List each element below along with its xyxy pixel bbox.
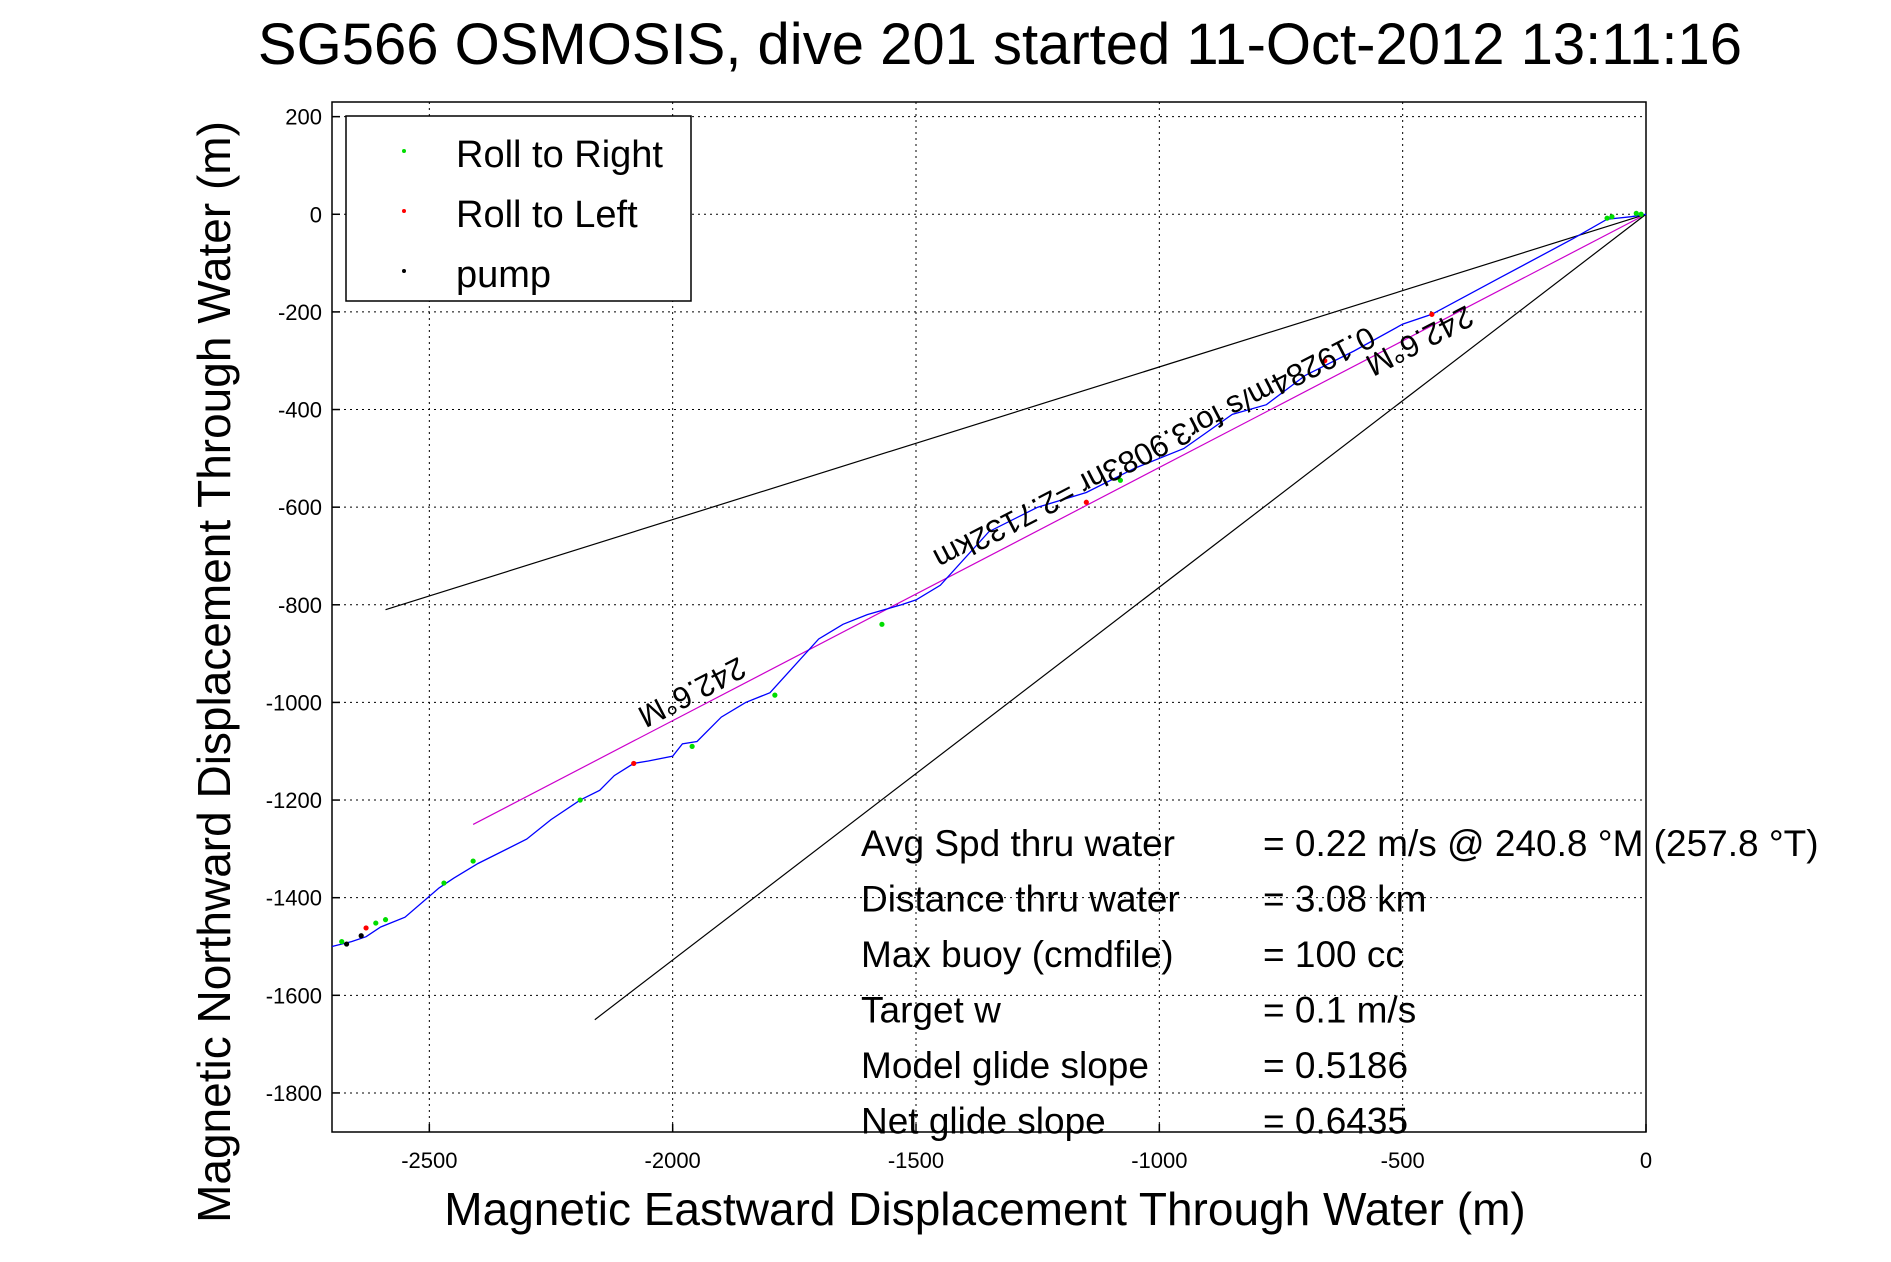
pump-point (358, 933, 364, 939)
roll-right-point (577, 797, 583, 803)
legend-marker (402, 209, 406, 213)
heading-annotation: 0.19284m/s for3.9083hr =2.7132km (928, 319, 1381, 577)
roll-left-point (631, 760, 637, 767)
roll-right-point (879, 621, 885, 627)
y-tick-label: -200 (278, 300, 322, 325)
y-tick-label: -1800 (266, 1081, 322, 1106)
roll-left-point (363, 925, 369, 931)
stat-value: = 0.5186 (1263, 1045, 1408, 1086)
x-axis-label: Magnetic Eastward Displacement Through W… (444, 1183, 1525, 1235)
roll-right-point (382, 917, 389, 923)
heading-annotation: 242.6°M (633, 650, 752, 734)
glide-cone-lower (594, 213, 1647, 1021)
y-tick-label: 0 (310, 202, 322, 227)
roll-right-point (1633, 210, 1639, 216)
stat-label: Distance thru water (861, 879, 1180, 920)
chart-title: SG566 OSMOSIS, dive 201 started 11-Oct-2… (258, 12, 1742, 77)
legend: Roll to Right Roll to Left pump (345, 115, 692, 302)
legend-marker (402, 149, 406, 153)
roll-right-point (470, 858, 476, 864)
stat-value: = 100 cc (1263, 934, 1404, 975)
roll-right-point (1638, 211, 1644, 217)
axis-ticks: -2500 -2000 -1500 -1000 -500 0 200 0 -200 -400 -60… (266, 105, 1652, 1173)
heading-annotation: 242.6°M (1360, 299, 1479, 383)
dive-track (331, 213, 1647, 948)
y-tick-label: -400 (278, 398, 322, 423)
stat-label: Net glide slope (861, 1101, 1106, 1142)
legend-label: Roll to Left (456, 194, 638, 236)
stat-value: = 0.22 m/s @ 240.8 °M (257.8 °T) (1263, 823, 1819, 864)
y-tick-label: -1400 (266, 886, 322, 911)
roll-right-point (1609, 214, 1615, 220)
y-tick-label: -800 (278, 593, 322, 618)
roll-markers (339, 210, 1644, 947)
pump-point (344, 941, 350, 947)
y-tick-label: -1000 (266, 690, 322, 715)
x-tick-label: -500 (1381, 1148, 1425, 1173)
stat-label: Max buoy (cmdfile) (861, 934, 1174, 975)
stat-label: Target w (861, 990, 1001, 1031)
x-tick-label: -2500 (401, 1148, 457, 1173)
stat-value: = 0.1 m/s (1263, 990, 1416, 1031)
y-tick-label: -1200 (266, 788, 322, 813)
x-tick-label: -1000 (1131, 1148, 1187, 1173)
roll-right-point (339, 939, 345, 945)
roll-right-point (689, 743, 695, 749)
y-tick-label: -1600 (266, 983, 322, 1008)
roll-right-point (772, 692, 778, 698)
stat-label: Model glide slope (861, 1045, 1149, 1086)
legend-marker (402, 269, 406, 273)
roll-left-point (1083, 499, 1089, 505)
x-tick-label: 0 (1640, 1148, 1652, 1173)
reference-lines (385, 213, 1647, 1021)
x-tick-label: -2000 (645, 1148, 701, 1173)
glide-cone-upper (385, 213, 1647, 611)
roll-right-point (373, 920, 379, 926)
stat-value: = 3.08 km (1263, 879, 1427, 920)
roll-left-point (1322, 358, 1328, 364)
plot-area (331, 101, 1647, 1133)
y-tick-label: 200 (285, 105, 322, 130)
roll-left-point (1429, 311, 1435, 317)
roll-right-point (441, 880, 447, 886)
roll-right-point (1604, 215, 1610, 221)
legend-label: Roll to Right (456, 134, 663, 176)
x-tick-label: -1500 (888, 1148, 944, 1173)
track-line (331, 213, 1647, 948)
y-tick-label: -600 (278, 495, 322, 520)
legend-label: pump (456, 254, 551, 296)
stats-block: Avg Spd thru water = 0.22 m/s @ 240.8 °M … (861, 823, 1819, 1142)
y-axis-label: Magnetic Northward Displacement Through … (188, 121, 240, 1223)
mean-heading-line (472, 213, 1647, 825)
stat-label: Avg Spd thru water (861, 823, 1175, 864)
stat-value: = 0.6435 (1263, 1101, 1408, 1142)
roll-right-point (1117, 477, 1123, 483)
